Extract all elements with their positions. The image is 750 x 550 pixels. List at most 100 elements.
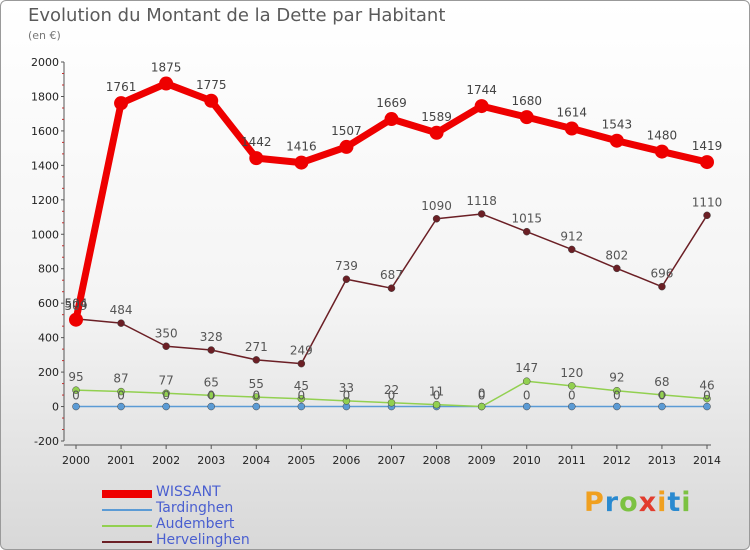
data-point-tardinghen xyxy=(207,402,215,411)
data-point-wissant xyxy=(564,121,579,136)
x-tick-label: 2012 xyxy=(603,454,631,467)
y-tick-label: 1600 xyxy=(31,125,59,138)
data-point-hervelinghen xyxy=(703,211,711,220)
data-point-hervelinghen xyxy=(568,245,576,254)
data-point-audembert xyxy=(297,395,306,403)
data-label-audembert: 45 xyxy=(294,379,309,393)
data-label-hervelinghen: 912 xyxy=(560,229,583,243)
logo-letter: i xyxy=(657,487,668,518)
data-point-wissant xyxy=(384,112,399,127)
x-tick-label: 2001 xyxy=(107,454,135,467)
data-label-tardinghen: 0 xyxy=(658,389,666,403)
data-label-hervelinghen: 687 xyxy=(380,268,403,282)
data-point-wissant xyxy=(114,96,129,111)
data-label-tardinghen: 0 xyxy=(343,389,351,403)
data-label-wissant: 1416 xyxy=(286,140,317,154)
y-tick-label: -200 xyxy=(34,435,59,448)
x-tick-label: 2005 xyxy=(287,454,315,467)
data-label-hervelinghen: 1015 xyxy=(511,212,542,226)
data-point-tardinghen xyxy=(613,402,621,411)
data-label-wissant: 504 xyxy=(65,297,88,311)
data-point-audembert xyxy=(477,402,486,411)
data-point-tardinghen xyxy=(703,402,711,411)
data-label-tardinghen: 0 xyxy=(72,389,80,403)
x-tick-label: 2008 xyxy=(423,454,451,467)
data-label-tardinghen: 0 xyxy=(478,389,486,403)
data-point-audembert xyxy=(432,400,441,409)
data-point-tardinghen xyxy=(568,402,576,411)
data-point-wissant xyxy=(204,93,219,108)
data-label-audembert: 120 xyxy=(560,366,583,380)
data-point-audembert xyxy=(342,397,351,405)
data-point-tardinghen xyxy=(162,402,170,411)
data-label-tardinghen: 0 xyxy=(613,389,621,403)
y-tick-label: 1000 xyxy=(31,228,59,241)
data-label-wissant: 1875 xyxy=(151,61,182,75)
logo-letter: x xyxy=(638,487,658,518)
logo-letter: P xyxy=(584,487,605,518)
data-point-audembert xyxy=(162,389,170,398)
data-label-hervelinghen: 739 xyxy=(335,259,358,273)
legend-swatch xyxy=(102,541,152,543)
x-tick-label: 2004 xyxy=(242,454,270,467)
data-point-audembert xyxy=(72,386,80,394)
data-label-wissant: 1669 xyxy=(376,96,407,110)
data-point-wissant xyxy=(69,312,83,327)
x-tick-label: 2011 xyxy=(558,454,586,467)
data-label-audembert: 46 xyxy=(699,379,714,393)
data-point-wissant xyxy=(429,125,444,140)
data-point-hervelinghen xyxy=(432,215,441,223)
data-label-hervelinghen: 1110 xyxy=(692,195,723,209)
x-tick-label: 2013 xyxy=(648,454,676,467)
data-point-wissant xyxy=(474,99,489,114)
data-point-hervelinghen xyxy=(162,342,170,350)
data-label-audembert: 95 xyxy=(68,370,83,384)
data-label-audembert: 11 xyxy=(429,385,444,399)
data-point-wissant xyxy=(294,155,309,170)
data-point-audembert xyxy=(252,393,261,401)
legend-label: Audembert xyxy=(156,516,235,532)
y-tick-label: 1400 xyxy=(31,159,59,172)
data-point-wissant xyxy=(654,144,669,159)
legend-label: Tardinghen xyxy=(156,500,234,516)
logo-letter: t xyxy=(667,487,682,518)
data-point-audembert xyxy=(387,399,396,407)
x-tick-label: 2009 xyxy=(468,454,496,467)
data-label-wissant: 1775 xyxy=(196,78,227,92)
data-point-hervelinghen xyxy=(207,346,215,354)
data-point-audembert xyxy=(613,386,621,395)
data-point-wissant xyxy=(159,76,174,91)
data-label-wissant: 1480 xyxy=(647,129,678,143)
data-label-wissant: 1761 xyxy=(106,80,137,94)
x-tick-label: 2003 xyxy=(197,454,225,467)
data-label-hervelinghen: 1090 xyxy=(421,199,452,213)
data-point-hervelinghen xyxy=(477,210,486,218)
data-point-audembert xyxy=(658,391,666,399)
data-label-tardinghen: 0 xyxy=(703,389,711,403)
data-label-wissant: 1507 xyxy=(331,124,362,138)
data-point-wissant xyxy=(609,133,624,148)
data-label-tardinghen: 0 xyxy=(252,389,260,403)
data-label-tardinghen: 0 xyxy=(117,389,125,403)
data-label-tardinghen: 0 xyxy=(207,389,215,403)
data-label-wissant: 1744 xyxy=(466,83,497,97)
data-label-audembert: 33 xyxy=(339,381,354,395)
data-label-wissant: 1543 xyxy=(602,118,633,132)
data-point-audembert xyxy=(207,391,215,400)
data-point-tardinghen xyxy=(252,402,261,411)
y-tick-label: 800 xyxy=(38,263,59,276)
data-label-tardinghen: 0 xyxy=(162,389,170,403)
x-tick-label: 2007 xyxy=(378,454,406,467)
data-point-tardinghen xyxy=(117,402,125,411)
data-label-audembert: 22 xyxy=(384,383,399,397)
data-point-wissant xyxy=(700,155,714,170)
data-point-tardinghen xyxy=(72,402,80,411)
data-point-tardinghen xyxy=(522,402,531,411)
data-point-wissant xyxy=(339,139,354,154)
x-tick-label: 2000 xyxy=(62,454,90,467)
legend-swatch xyxy=(102,509,152,511)
logo-letter: o xyxy=(619,487,639,518)
chart-title: Evolution du Montant de la Dette par Hab… xyxy=(28,5,446,26)
data-label-hervelinghen: 696 xyxy=(650,267,673,281)
